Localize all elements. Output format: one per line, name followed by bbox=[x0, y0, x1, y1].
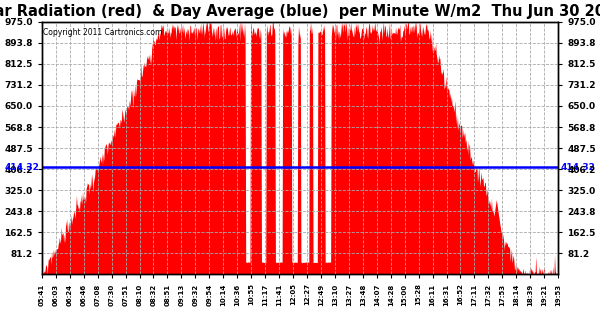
Title: Solar Radiation (red)  & Day Average (blue)  per Minute W/m2  Thu Jun 30 20:14: Solar Radiation (red) & Day Average (blu… bbox=[0, 4, 600, 19]
Text: 414.32: 414.32 bbox=[4, 162, 39, 171]
Text: Copyright 2011 Cartronics.com: Copyright 2011 Cartronics.com bbox=[43, 28, 162, 37]
Text: 414.32: 414.32 bbox=[561, 162, 596, 171]
